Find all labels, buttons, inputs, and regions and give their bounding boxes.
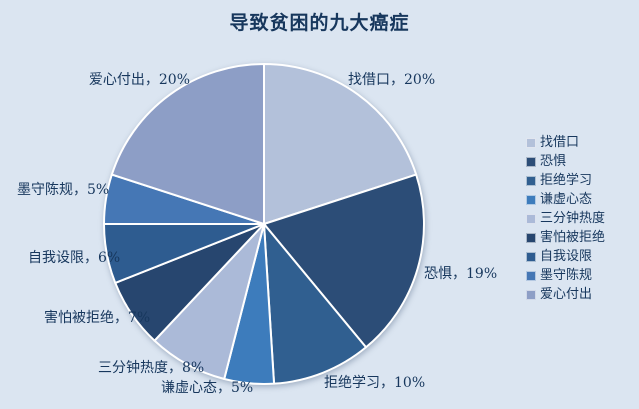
legend-label: 找借口 — [540, 135, 580, 150]
legend-label: 三分钟热度 — [540, 211, 606, 226]
pie-slice-1 — [263, 173, 425, 349]
legend-label: 恐惧 — [540, 154, 567, 169]
legend: 找借口恐惧拒绝学习谦虚心态三分钟热度害怕被拒绝自我设限墨守陈规爱心付出 — [526, 136, 605, 302]
pie-slice-8 — [110, 63, 265, 225]
data-label-0: 找借口，20% — [348, 72, 435, 88]
legend-item-8: 爱心付出 — [526, 288, 605, 302]
legend-item-6: 自我设限 — [526, 250, 605, 264]
legend-swatch-icon — [526, 138, 536, 148]
legend-label: 谦虚心态 — [540, 192, 593, 207]
legend-item-7: 墨守陈规 — [526, 269, 605, 283]
legend-swatch-icon — [526, 195, 536, 205]
data-label-8: 爱心付出，20% — [89, 72, 190, 88]
legend-item-4: 三分钟热度 — [526, 212, 605, 226]
legend-item-2: 拒绝学习 — [526, 174, 605, 188]
legend-swatch-icon — [526, 252, 536, 262]
legend-label: 自我设限 — [540, 249, 593, 264]
legend-label: 墨守陈规 — [540, 268, 593, 283]
data-label-1: 恐惧，19% — [424, 266, 497, 282]
chart-title: 导致贫困的九大癌症 — [229, 12, 410, 34]
legend-item-3: 谦虚心态 — [526, 193, 605, 207]
pie-slice-2 — [263, 223, 367, 385]
legend-label: 害怕被拒绝 — [540, 230, 606, 245]
data-label-4: 三分钟热度，8% — [98, 359, 204, 376]
data-label-3: 谦虚心态，5% — [161, 380, 253, 396]
legend-swatch-icon — [526, 214, 536, 224]
legend-swatch-icon — [526, 290, 536, 300]
legend-item-0: 找借口 — [526, 136, 605, 150]
legend-swatch-icon — [526, 271, 536, 281]
legend-swatch-icon — [526, 176, 536, 186]
legend-label: 拒绝学习 — [540, 173, 593, 188]
legend-swatch-icon — [526, 157, 536, 167]
data-label-2: 拒绝学习，10% — [324, 375, 425, 391]
pie-slices — [103, 63, 425, 385]
legend-label: 爱心付出 — [540, 287, 593, 302]
pie-slice-0 — [263, 63, 418, 225]
data-label-5: 害怕被拒绝，7% — [44, 310, 150, 326]
legend-item-1: 恐惧 — [526, 155, 605, 169]
data-label-7: 墨守陈规，5% — [17, 181, 109, 198]
legend-swatch-icon — [526, 233, 536, 243]
legend-item-5: 害怕被拒绝 — [526, 231, 605, 245]
data-label-6: 自我设限，6% — [28, 250, 120, 266]
